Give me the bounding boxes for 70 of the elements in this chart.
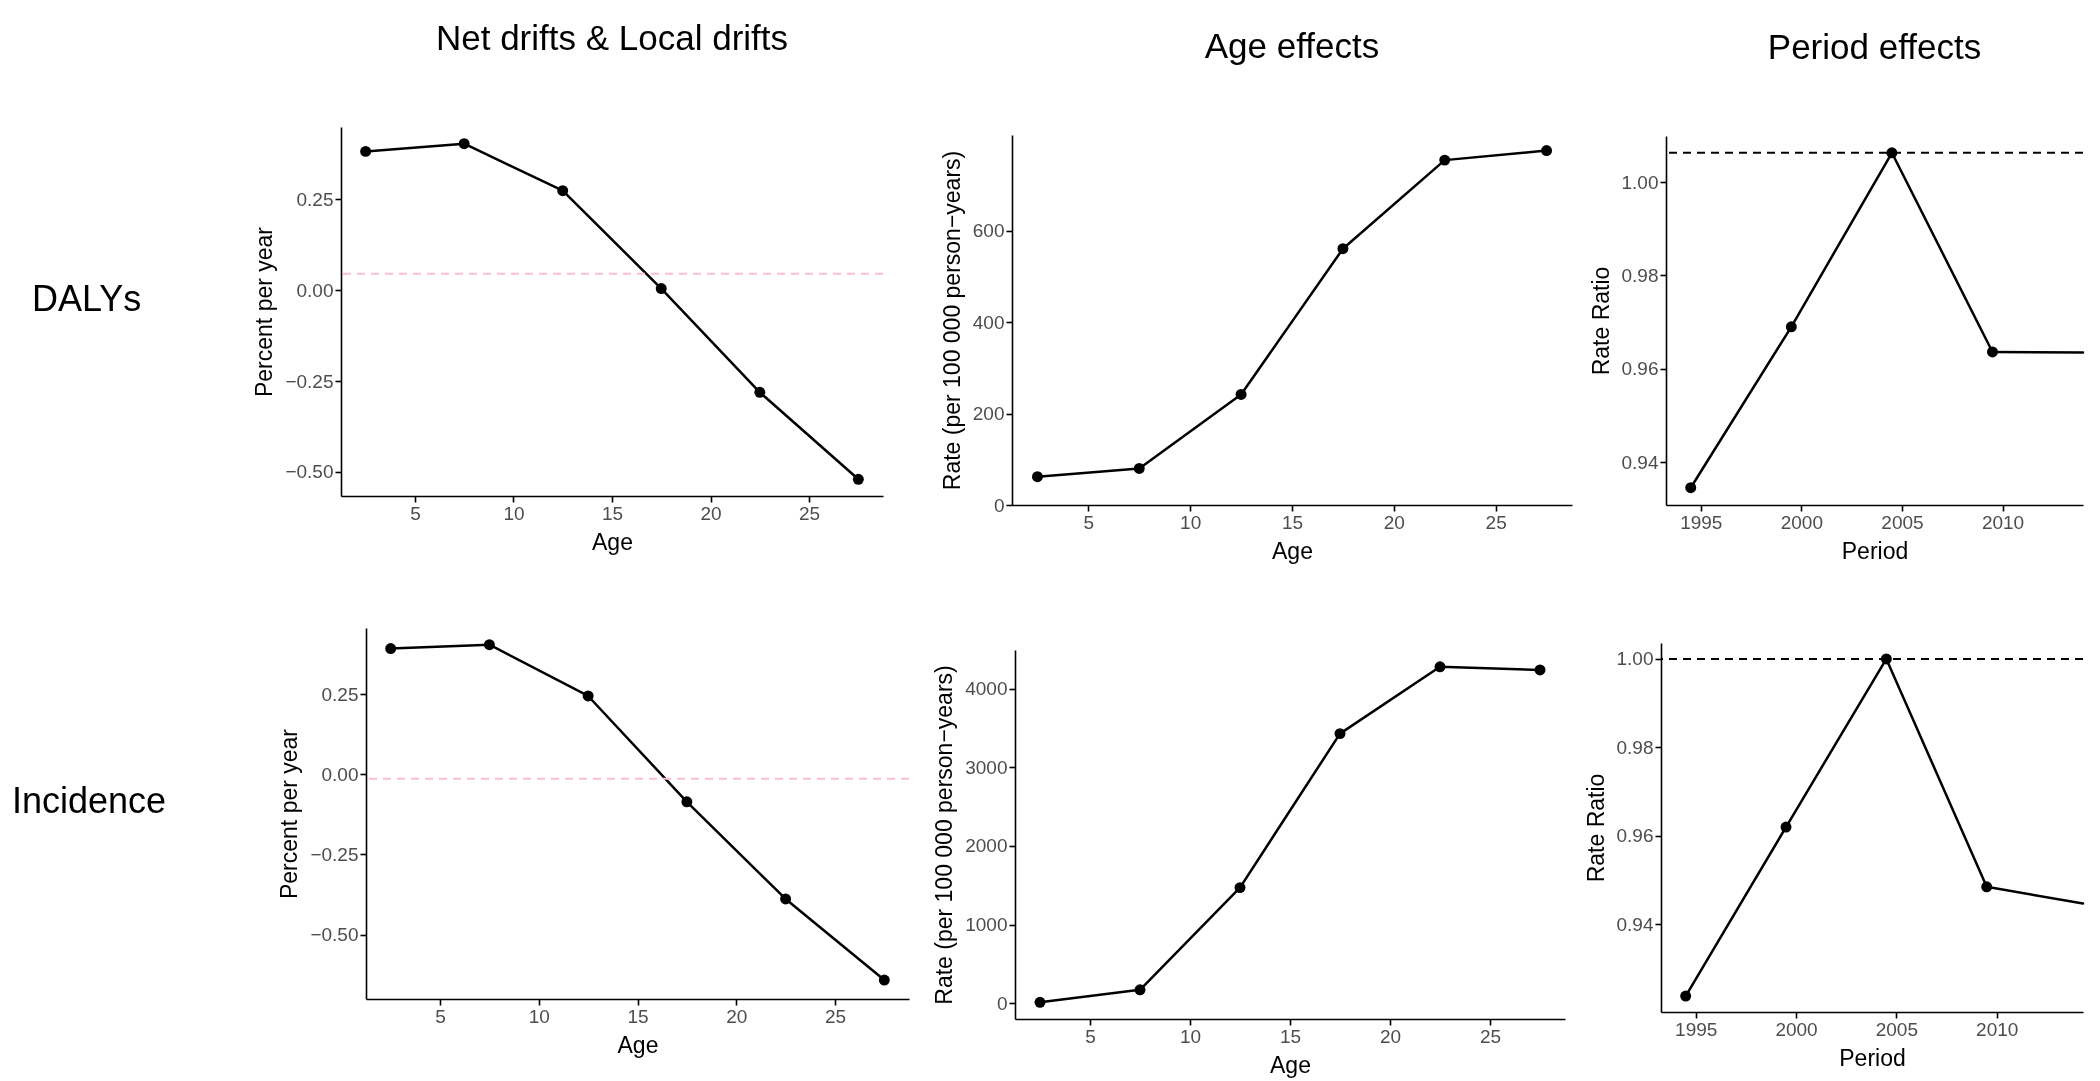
x-tick-label: 2000 bbox=[1780, 511, 1824, 533]
y-tick-label: −0.50 bbox=[285, 461, 334, 483]
text: DALYs bbox=[32, 278, 142, 321]
y-tick-label: 0 bbox=[993, 494, 1005, 516]
y-axis-title: Rate Ratio bbox=[1582, 773, 1609, 883]
chart-title: Net drifts & Local drifts bbox=[435, 18, 789, 57]
x-tick-label: 15 bbox=[1281, 511, 1304, 533]
x-tick-label: 10 bbox=[528, 1005, 550, 1027]
x-tick-label: 2010 bbox=[1981, 511, 2025, 533]
y-tick-label: −0.25 bbox=[285, 370, 334, 392]
x-tick-label: 10 bbox=[1180, 511, 1202, 533]
x-tick-label: 15 bbox=[1279, 1025, 1302, 1047]
x-tick-label: 25 bbox=[799, 502, 821, 524]
text: Incidence bbox=[12, 780, 167, 823]
y-tick-label: 0.94 bbox=[1616, 913, 1654, 935]
y-tick-label: 0.00 bbox=[321, 763, 359, 785]
y-tick-label: −0.25 bbox=[310, 843, 359, 865]
x-tick-label: 10 bbox=[503, 502, 525, 524]
x-axis-title: Period bbox=[1841, 537, 1909, 564]
y-tick-label: 1.00 bbox=[1621, 171, 1659, 193]
x-tick-label: 1995 bbox=[1680, 511, 1723, 533]
x-tick-label: 25 bbox=[824, 1005, 847, 1027]
y-tick-label: 0.25 bbox=[296, 188, 334, 210]
y-tick-label: 0.96 bbox=[1621, 358, 1659, 380]
y-tick-label: 0.98 bbox=[1616, 736, 1654, 758]
x-tick-label: 5 bbox=[1083, 511, 1095, 533]
x-tick-label: 20 bbox=[1383, 511, 1405, 533]
x-tick-label: 20 bbox=[700, 502, 722, 524]
y-tick-label: 0.00 bbox=[296, 279, 334, 301]
x-axis-title: Age bbox=[1270, 1051, 1311, 1078]
y-tick-label: 1.00 bbox=[1616, 648, 1654, 670]
chart-title: Age effects bbox=[1204, 26, 1380, 65]
x-tick-label: 2005 bbox=[1875, 1018, 1919, 1040]
x-tick-label: 20 bbox=[1379, 1025, 1402, 1047]
x-axis-title: Age bbox=[617, 1031, 659, 1058]
y-tick-label: 3000 bbox=[965, 756, 1008, 778]
y-tick-label: 0.25 bbox=[321, 683, 359, 705]
y-axis-title: Rate Ratio bbox=[1587, 266, 1614, 376]
x-tick-label: 25 bbox=[1485, 511, 1507, 533]
x-axis-title: Age bbox=[592, 528, 633, 555]
y-tick-label: 0 bbox=[996, 992, 1008, 1014]
x-tick-label: 5 bbox=[435, 1005, 446, 1027]
x-axis-title: Age bbox=[1272, 537, 1313, 564]
y-axis-title: Percent per year bbox=[251, 226, 278, 398]
x-tick-label: 15 bbox=[627, 1005, 649, 1027]
x-tick-label: 2010 bbox=[1976, 1018, 2019, 1040]
x-tick-label: 2000 bbox=[1775, 1018, 1818, 1040]
x-tick-label: 1995 bbox=[1675, 1018, 1718, 1040]
y-tick-label: 4000 bbox=[965, 678, 1008, 700]
x-tick-label: 25 bbox=[1479, 1025, 1502, 1047]
y-axis-title: Percent per year bbox=[276, 728, 303, 900]
x-tick-label: 5 bbox=[1085, 1025, 1096, 1047]
x-tick-label: 5 bbox=[410, 502, 421, 524]
y-tick-label: 2000 bbox=[965, 835, 1008, 857]
y-tick-label: −0.50 bbox=[310, 924, 359, 946]
y-tick-label: 200 bbox=[972, 403, 1005, 425]
y-axis-title: Rate (per 100 000 person−years) bbox=[938, 150, 965, 491]
y-tick-label: 400 bbox=[972, 311, 1005, 333]
y-tick-label: 0.94 bbox=[1621, 451, 1659, 473]
y-axis-title: Rate (per 100 000 person−years) bbox=[931, 665, 958, 1005]
y-tick-label: 0.98 bbox=[1621, 264, 1659, 286]
x-tick-label: 20 bbox=[726, 1005, 748, 1027]
chart-title: Period effects bbox=[1767, 27, 1982, 66]
y-tick-label: 600 bbox=[972, 220, 1005, 242]
x-tick-label: 10 bbox=[1179, 1025, 1202, 1047]
x-axis-title: Period bbox=[1839, 1044, 1906, 1071]
y-tick-label: 0.96 bbox=[1616, 825, 1654, 847]
x-tick-label: 15 bbox=[601, 502, 624, 524]
y-tick-label: 1000 bbox=[965, 914, 1008, 936]
x-tick-label: 2005 bbox=[1881, 511, 1924, 533]
